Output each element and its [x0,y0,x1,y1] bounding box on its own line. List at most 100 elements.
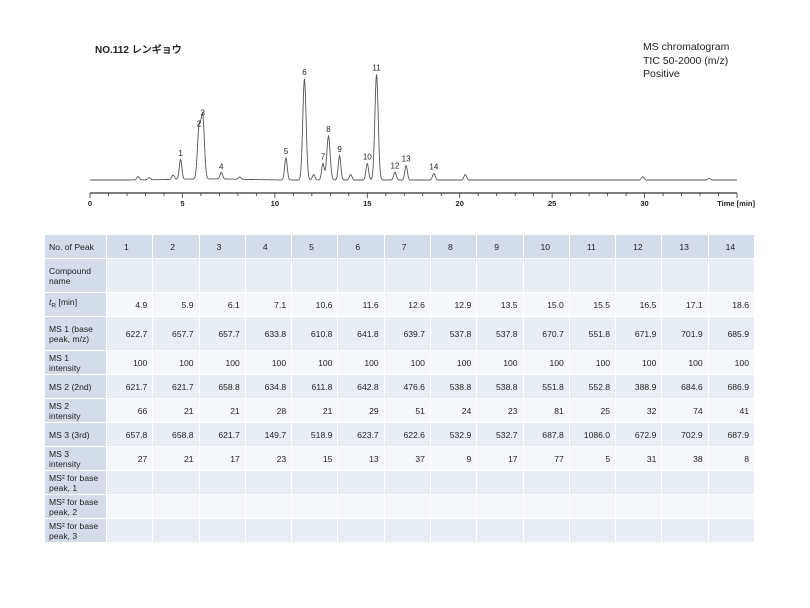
table-cell: 17.1 [661,292,709,317]
peak-label-3: 3 [201,109,206,118]
table-cell: 10.6 [291,292,339,317]
table-cell [152,470,200,495]
table-cell: 16.5 [615,292,663,317]
x-tick-label-15: 15 [363,199,371,208]
chromatogram-info: MS chromatogram TIC 50-2000 (m/z) Positi… [643,41,729,82]
table-cell: 51 [383,398,431,423]
table-cell: 100 [429,350,478,375]
peak-label-14: 14 [429,162,438,171]
table-cell: 28 [244,398,293,423]
x-tick-label-30: 30 [640,199,648,208]
table-cell: 100 [152,350,200,375]
peak-label-4: 4 [219,162,224,171]
table-cell [707,470,756,495]
peak-number-cell: 14 [707,234,756,259]
table-cell: 685.9 [707,316,756,351]
table-cell: 537.8 [476,316,524,351]
table-cell: 17 [198,446,246,471]
table-cell: 5.9 [152,292,200,317]
page-title: NO.112 レンギョウ [95,45,182,56]
table-cell: 41 [707,398,756,423]
peak-number-cell: 11 [568,234,617,259]
table-cell: 74 [661,398,709,423]
table-cell: 27 [105,446,154,471]
row-label: Compound name [44,258,107,293]
table-cell: 476.6 [383,374,431,399]
table-cell [337,470,385,495]
peak-number-cell: 12 [615,234,663,259]
table-cell [476,494,524,519]
table-cell: 12.6 [383,292,431,317]
table-row: MS 1 (base peak, m/z) 622.7 657.7 657.7 633.… [44,316,756,351]
row-label: MS² for base peak, 2 [44,494,107,519]
peak-label-2: 2 [197,120,202,129]
table-cell: 622.6 [383,422,431,447]
x-tick-label-25: 25 [548,199,556,208]
peak-label-5: 5 [284,147,289,156]
table-cell [429,258,478,293]
table-cell: 23 [476,398,524,423]
table-cell: 671.9 [615,316,663,351]
table-cell [337,494,385,519]
table-cell: 29 [337,398,385,423]
table-cell [198,494,246,519]
row-label: MS 1 intensity [44,350,107,375]
table-cell: 32 [615,398,663,423]
table-cell: 7.1 [244,292,293,317]
table-cell: 537.8 [429,316,478,351]
table-cell: 657.8 [105,422,154,447]
table-cell [105,518,154,543]
table-cell: 551.8 [568,316,617,351]
table-row: MS 3 (3rd) 657.8 658.8 621.7 149.7 518.9 623.7… [44,422,756,447]
table-row: Compound name [44,258,756,293]
table-cell: 670.7 [522,316,570,351]
table-cell [707,258,756,293]
table-cell [522,494,570,519]
peak-number-cell: 9 [476,234,524,259]
table-cell: 8 [707,446,756,471]
table-cell: 100 [337,350,385,375]
table-cell: 658.8 [198,374,246,399]
info-line-mode: Positive [643,68,680,80]
table-cell [522,518,570,543]
table-cell [383,518,431,543]
table-cell [522,470,570,495]
info-line-type: MS chromatogram [643,41,730,53]
table-cell: 100 [383,350,431,375]
peak-number-cell: 8 [429,234,478,259]
table-cell [198,258,246,293]
table-cell: 11.6 [337,292,385,317]
table-cell: 18.6 [707,292,756,317]
table-cell [244,494,293,519]
table-cell [105,470,154,495]
table-cell [152,494,200,519]
table-cell: 672.9 [615,422,663,447]
peak-number-cell: 1 [105,234,154,259]
table-cell: 622.7 [105,316,154,351]
peak-label-7: 7 [321,153,326,162]
table-cell: 388.9 [615,374,663,399]
table-cell [476,258,524,293]
table-cell [291,494,339,519]
table-cell: 657.7 [198,316,246,351]
table-cell: 5 [568,446,617,471]
table-cell: 100 [476,350,524,375]
header-label: No. of Peak [44,234,107,259]
table-cell: 684.6 [661,374,709,399]
table-cell [383,470,431,495]
table-cell: 100 [244,350,293,375]
table-cell: 538.8 [429,374,478,399]
table-cell: 552.8 [568,374,617,399]
table-cell: 100 [568,350,617,375]
row-label: tR [min] [44,292,107,317]
peak-label-1: 1 [178,149,183,158]
table-cell: 100 [707,350,756,375]
row-label: MS² for base peak, 3 [44,518,107,543]
table-cell: 100 [198,350,246,375]
table-cell: 518.9 [291,422,339,447]
peak-number-cell: 7 [383,234,431,259]
table-cell: 25 [568,398,617,423]
table-cell: 621.7 [152,374,200,399]
table-cell: 12.9 [429,292,478,317]
x-axis-label: Time [min] [717,199,755,208]
